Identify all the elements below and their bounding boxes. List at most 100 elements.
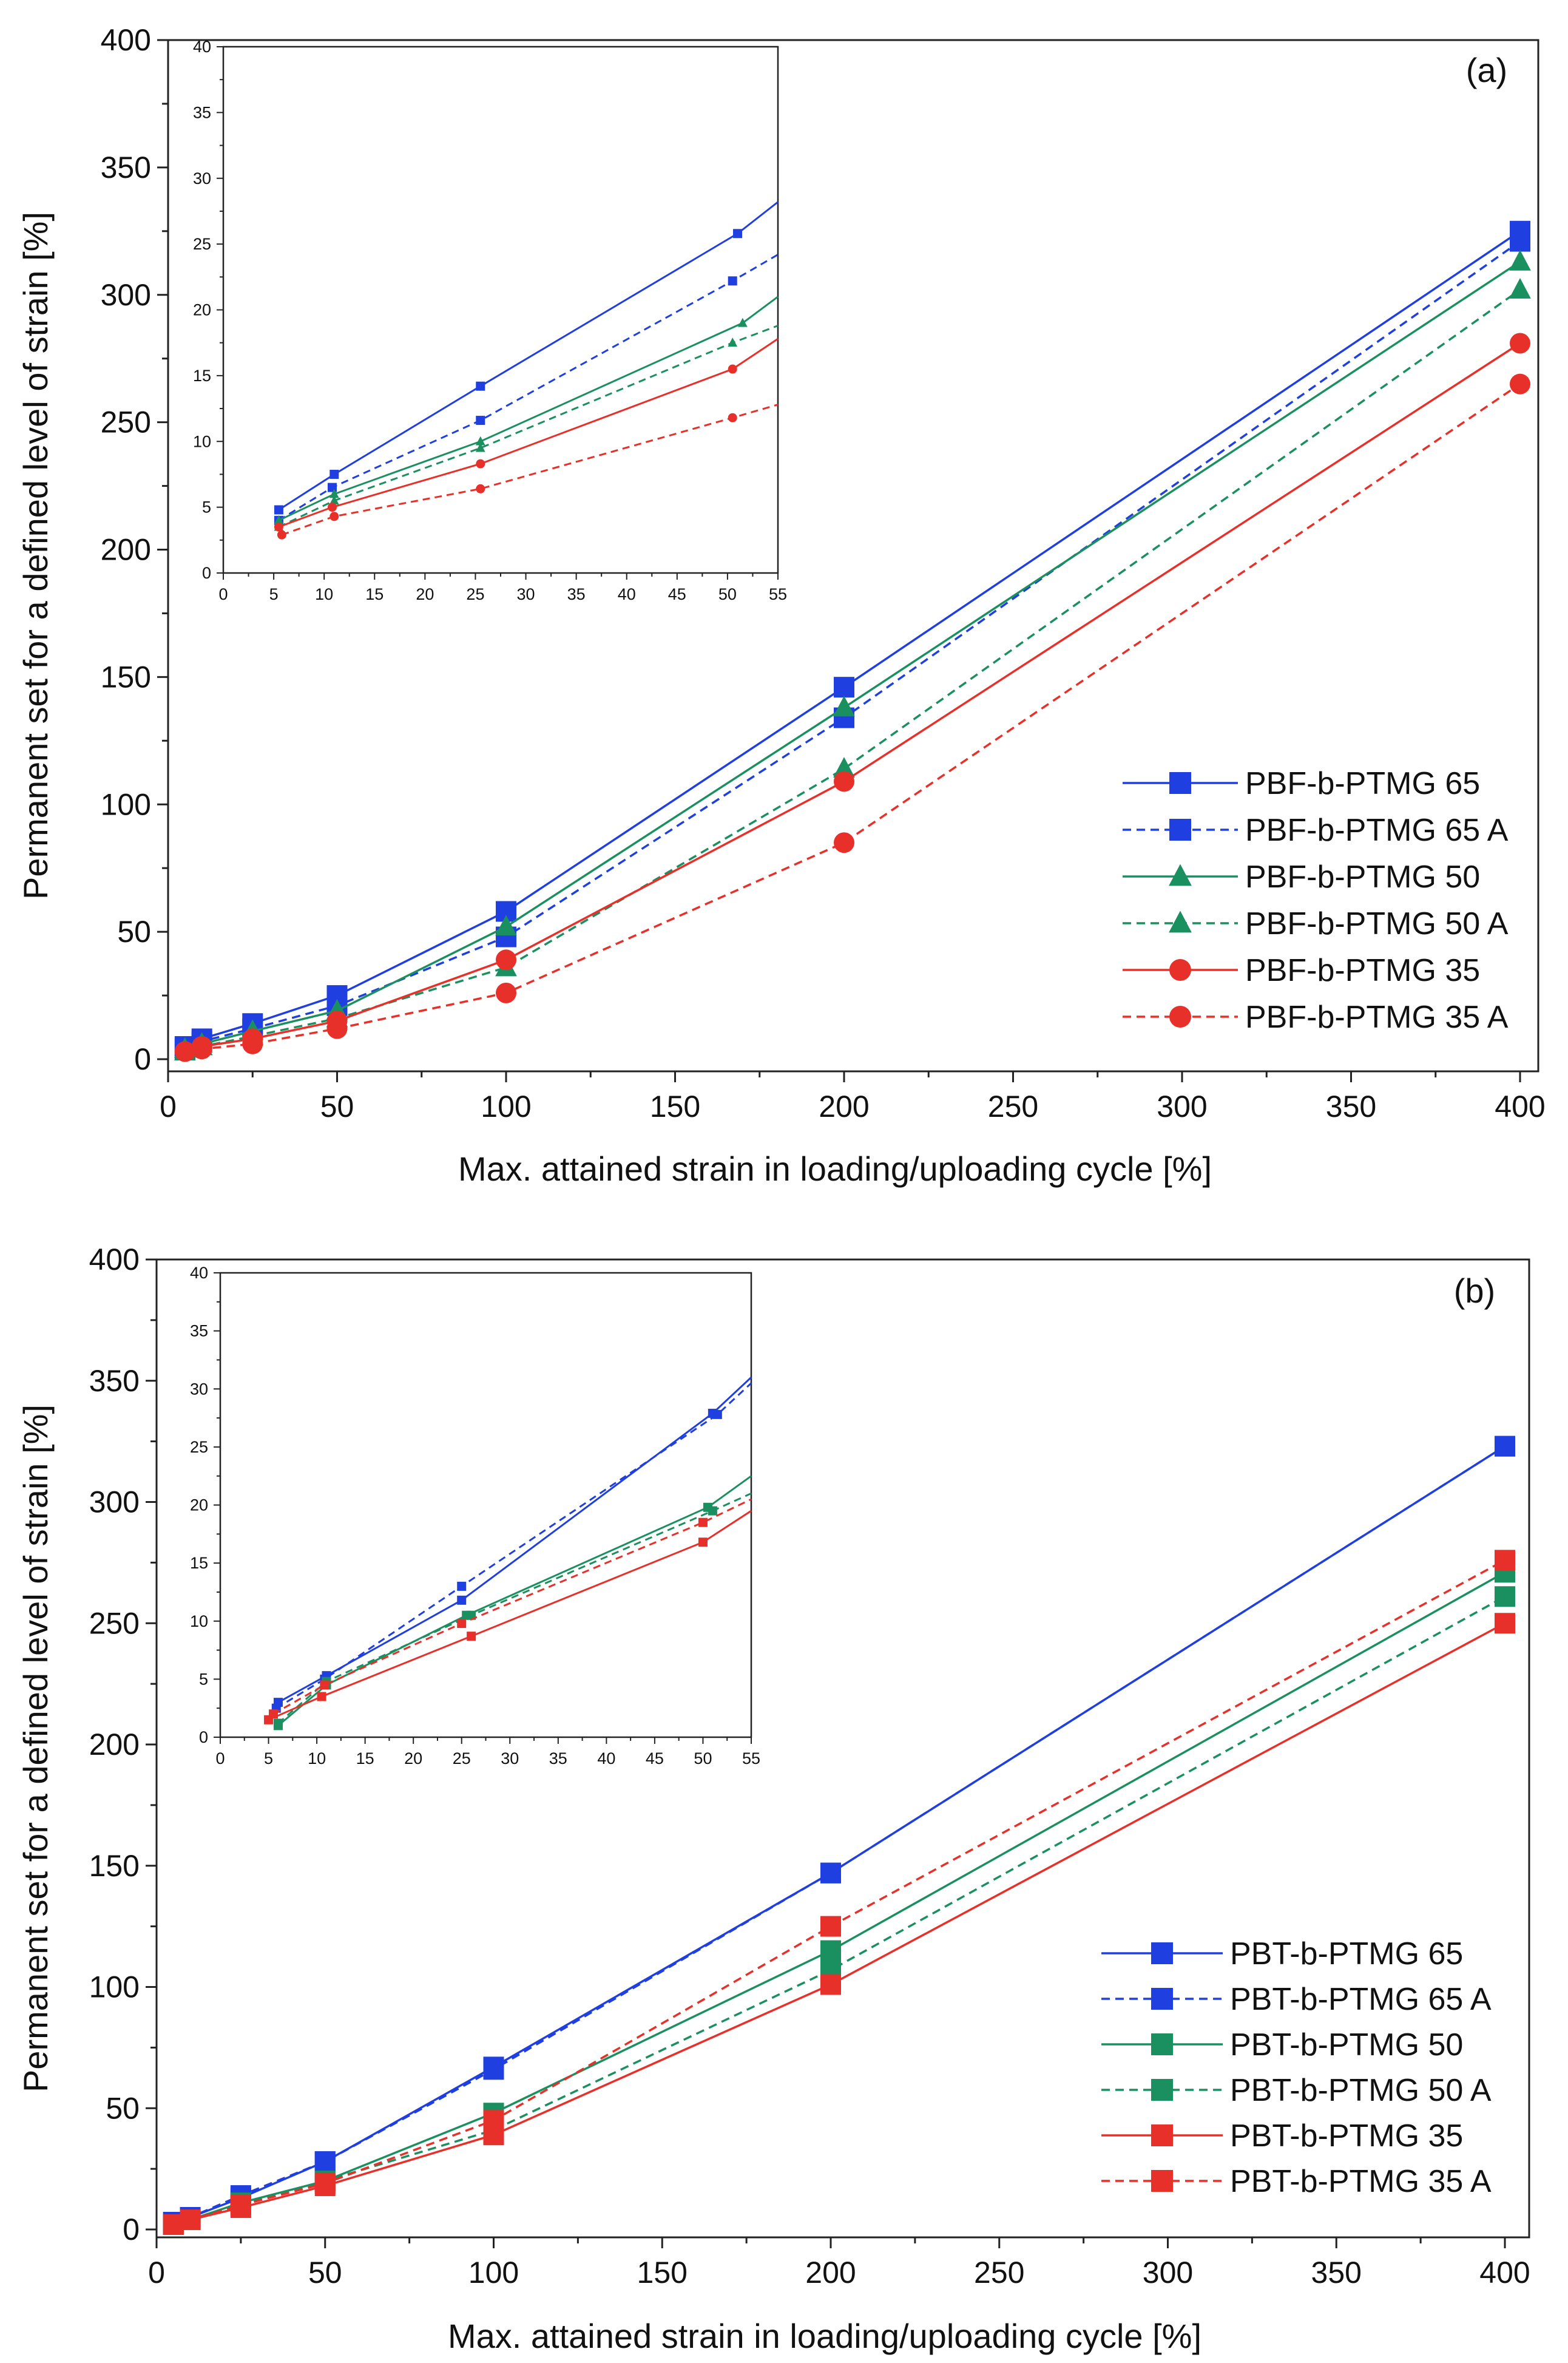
inset-data-point: [737, 317, 748, 327]
data-point: [483, 2110, 504, 2131]
data-point: [496, 949, 516, 971]
inset-x-tick-label: 20: [404, 1749, 422, 1768]
x-tick-label: 300: [1157, 1090, 1207, 1124]
x-tick-label: 50: [308, 2256, 342, 2290]
legend-item: PBT-b-PTMG 50 A: [1101, 2073, 1492, 2108]
inset-x-tick-label: 5: [264, 1749, 273, 1768]
inset-data-point: [274, 515, 284, 524]
data-point: [314, 2151, 336, 2172]
y-tick-label: 300: [101, 278, 151, 312]
data-point: [1509, 277, 1531, 299]
inset-data-point: [457, 1619, 467, 1629]
y-tick-label: 0: [134, 1042, 151, 1076]
legend-label: PBF-b-PTMG 65 A: [1245, 813, 1509, 848]
panel-label: (a): [1466, 51, 1507, 89]
data-point: [326, 1018, 348, 1039]
x-tick-label: 400: [1479, 2256, 1530, 2290]
x-axis-label: Max. attained strain in loading/uploadin…: [448, 2317, 1201, 2355]
x-tick-label: 100: [481, 1090, 531, 1124]
x-tick-label: 300: [1143, 2256, 1193, 2290]
legend-marker: [1169, 959, 1191, 981]
inset-data-point: [476, 381, 485, 391]
data-point: [496, 982, 516, 1003]
inset-data-point: [475, 442, 485, 452]
inset-y-tick-label: 35: [193, 103, 211, 121]
y-tick-label: 50: [117, 915, 151, 949]
inset-y-tick-label: 15: [193, 367, 211, 385]
inset-x-tick-label: 25: [453, 1749, 471, 1768]
x-tick-label: 50: [320, 1090, 354, 1124]
y-tick-label: 400: [101, 23, 151, 57]
inset-x-tick-label: 15: [356, 1749, 374, 1768]
legend-item: PBF-b-PTMG 50: [1123, 859, 1480, 895]
inset-x-tick-label: 45: [668, 585, 686, 603]
inset-y-tick-label: 35: [190, 1322, 208, 1340]
inset-y-tick-label: 25: [190, 1438, 208, 1456]
data-point: [1495, 1586, 1515, 1607]
inset-data-point: [733, 229, 743, 239]
inset-data-point: [698, 1517, 708, 1527]
inset-data-point: [476, 416, 485, 425]
inset-data-point: [327, 503, 337, 512]
inset-data-point: [728, 276, 737, 286]
inset-data-point: [728, 413, 737, 422]
data-point: [495, 915, 517, 936]
inset-x-tick-label: 15: [365, 585, 384, 603]
inset-data-point: [317, 1692, 326, 1701]
data-point: [1495, 1436, 1515, 1457]
x-tick-label: 0: [148, 2256, 165, 2290]
inset-data-point: [329, 495, 339, 505]
data-point: [191, 1039, 212, 1060]
inset-frame: [222, 46, 779, 574]
y-axis-label: Permanent set for a defined level of str…: [16, 212, 55, 900]
inset-data-point: [708, 1506, 717, 1516]
inset-x-tick-label: 20: [416, 585, 434, 603]
legend-marker: [1169, 772, 1191, 794]
legend-label: PBT-b-PTMG 35 A: [1230, 2164, 1492, 2199]
x-tick-label: 200: [819, 1090, 869, 1124]
x-tick-label: 400: [1495, 1090, 1545, 1124]
x-tick-label: 100: [468, 2256, 519, 2290]
y-tick-label: 50: [106, 2091, 140, 2125]
data-point: [1509, 249, 1531, 271]
inset-y-tick-label: 15: [190, 1554, 208, 1572]
y-tick-label: 100: [89, 1970, 140, 2004]
data-point: [174, 1041, 195, 1062]
inset-frame: [219, 1272, 752, 1738]
inset-data-point: [698, 1537, 708, 1547]
inset-x-tick-label: 0: [215, 1749, 225, 1768]
inset-series-line: [278, 325, 779, 528]
inset-series-line: [281, 404, 779, 536]
x-tick-label: 150: [637, 2256, 688, 2290]
chart-panel-b: 0 50 100 150 200 250 300 350 4000501001502002503…: [16, 1243, 1530, 2355]
legend-marker: [1151, 2079, 1173, 2101]
inset-data-point: [476, 484, 485, 493]
inset-y-tick-label: 25: [193, 235, 211, 253]
data-point: [1510, 231, 1530, 252]
data-point: [833, 757, 855, 778]
inset-data-point: [476, 459, 485, 469]
legend-marker: [1169, 864, 1192, 886]
legend-marker: [1151, 1988, 1173, 2010]
plot-frame: [167, 39, 1539, 1073]
inset-x-tick-label: 25: [466, 585, 484, 603]
legend-item: PBF-b-PTMG 65: [1123, 766, 1480, 801]
inset-x-tick-label: 0: [218, 585, 228, 603]
legend-item: PBT-b-PTMG 35 A: [1101, 2164, 1492, 2199]
legend-item: PBT-b-PTMG 65 A: [1101, 1982, 1492, 2017]
legend-marker: [1151, 2033, 1173, 2055]
legend-label: PBT-b-PTMG 50: [1230, 2027, 1463, 2063]
inset-x-tick-label: 35: [549, 1749, 567, 1768]
inset-series-pbt-b-ptmg-35-a: [269, 1498, 752, 1719]
data-point: [483, 2059, 504, 2080]
inset-x-tick-label: 5: [269, 585, 279, 603]
inset-data-point: [269, 1709, 278, 1719]
legend-label: PBT-b-PTMG 35: [1230, 2118, 1463, 2154]
inset-data-point: [728, 337, 738, 347]
data-point: [242, 1033, 263, 1054]
inset-series-pbf-b-ptmg-50: [274, 296, 779, 524]
inset-data-point: [457, 1581, 467, 1591]
inset-data-point: [327, 483, 337, 492]
plot-frame: [155, 1258, 1530, 2239]
legend-marker: [1169, 819, 1191, 841]
